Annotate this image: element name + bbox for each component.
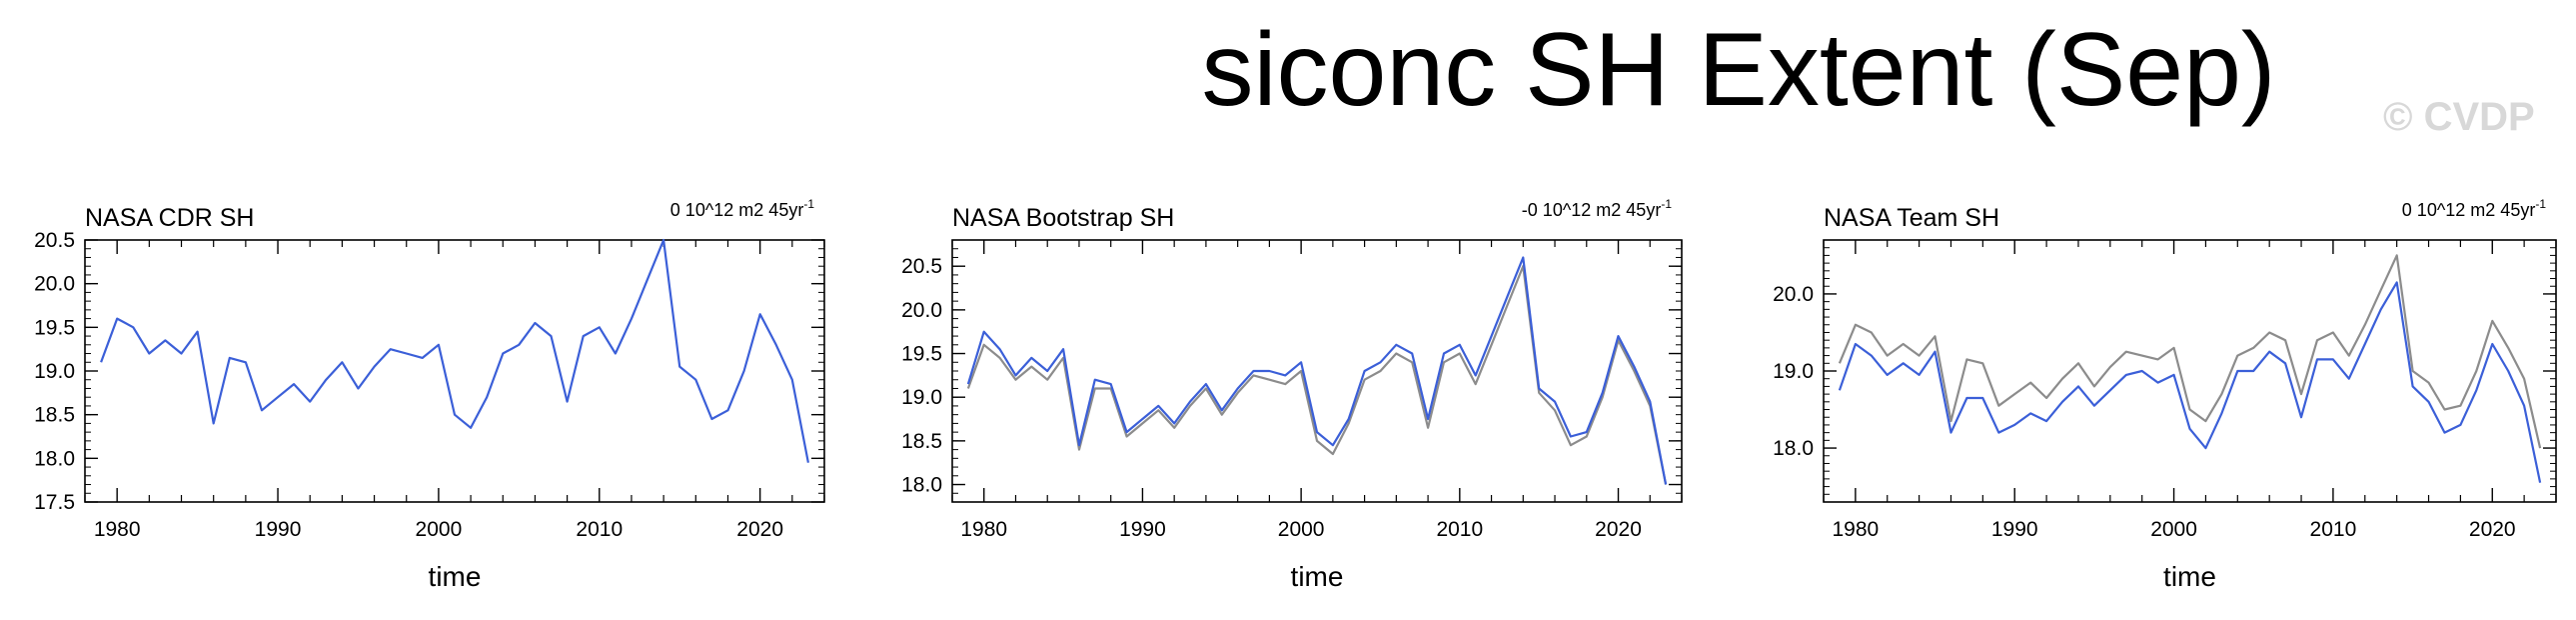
y-tick-label: 18.5 <box>901 430 942 453</box>
trend-label: -0 10^12 m2 45yr-1 <box>1522 197 1673 220</box>
y-tick-label: 18.5 <box>34 404 75 427</box>
x-tick-label: 1980 <box>1833 518 1880 541</box>
x-tick-label: 1980 <box>94 518 141 541</box>
x-axis-label: time <box>429 561 482 592</box>
x-tick-label: 2020 <box>1595 518 1642 541</box>
y-tick-label: 19.0 <box>901 386 942 409</box>
x-tick-label: 2010 <box>576 518 623 541</box>
series-line-1 <box>100 238 809 463</box>
panel-title: NASA CDR SH <box>85 204 254 232</box>
trend-exponent: -1 <box>1661 197 1672 211</box>
chart-panel-3: 1980 1990 2000 2010 2020 18.0 19.0 20.0 NASA Tea… <box>1773 197 2557 592</box>
x-tick-label: 1990 <box>1991 518 2038 541</box>
y-tick-label: 18.0 <box>901 474 942 497</box>
panel-title: NASA Team SH <box>1824 204 1999 232</box>
series-line-2 <box>1838 281 2542 483</box>
trend-label: 0 10^12 m2 45yr-1 <box>670 197 815 220</box>
series-line-2 <box>966 256 1668 485</box>
trend-value: 0 10^12 m2 45yr <box>2402 200 2536 220</box>
trend-value: 0 10^12 m2 45yr <box>670 200 804 220</box>
y-tick-label: 20.5 <box>901 255 942 278</box>
x-tick-label: 2000 <box>1278 518 1325 541</box>
y-tick-label: 18.0 <box>34 447 75 470</box>
x-tick-label: 2000 <box>416 518 463 541</box>
x-tick-label: 1990 <box>1119 518 1166 541</box>
plot-frame <box>84 239 825 503</box>
y-tick-label: 20.5 <box>34 229 75 252</box>
y-tick-label: 19.5 <box>34 316 75 339</box>
series-line-1 <box>966 265 1668 485</box>
series-line-1 <box>1838 254 2542 449</box>
trend-label: 0 10^12 m2 45yr-1 <box>2402 197 2547 220</box>
x-tick-label: 2010 <box>1436 518 1483 541</box>
y-tick-label: 18.0 <box>1773 437 1814 460</box>
y-tick-label: 19.0 <box>1773 360 1814 383</box>
chart-panel-2: 1980 1990 2000 2010 2020 18.0 18.5 19.0 19.5 20.0… <box>901 197 1683 592</box>
y-tick-label: 17.5 <box>34 491 75 514</box>
watermark: © CVDP <box>2383 95 2535 139</box>
y-tick-label: 19.5 <box>901 343 942 366</box>
y-tick-label: 19.0 <box>34 360 75 383</box>
page-title: siconc SH Extent (Sep) <box>1201 12 2276 128</box>
trend-exponent: -1 <box>2535 197 2546 211</box>
x-tick-label: 2020 <box>736 518 783 541</box>
x-tick-label: 1980 <box>960 518 1007 541</box>
x-tick-label: 2010 <box>2310 518 2357 541</box>
trend-exponent: -1 <box>803 197 814 211</box>
x-axis-label: time <box>2163 561 2216 592</box>
trend-value: -0 10^12 m2 45yr <box>1522 200 1662 220</box>
y-tick-label: 20.0 <box>901 299 942 322</box>
plot-frame <box>1823 239 2557 503</box>
plot-frame <box>951 239 1683 503</box>
panel-title: NASA Bootstrap SH <box>952 204 1174 232</box>
chart-panel-1: 1980 1990 2000 2010 2020 17.5 18.0 18.5 19.0 19.5… <box>34 197 825 592</box>
x-axis-label: time <box>1291 561 1344 592</box>
y-tick-label: 20.0 <box>34 273 75 296</box>
y-tick-label: 20.0 <box>1773 283 1814 306</box>
x-tick-label: 2020 <box>2469 518 2516 541</box>
x-tick-label: 1990 <box>255 518 302 541</box>
x-tick-label: 2000 <box>2150 518 2197 541</box>
